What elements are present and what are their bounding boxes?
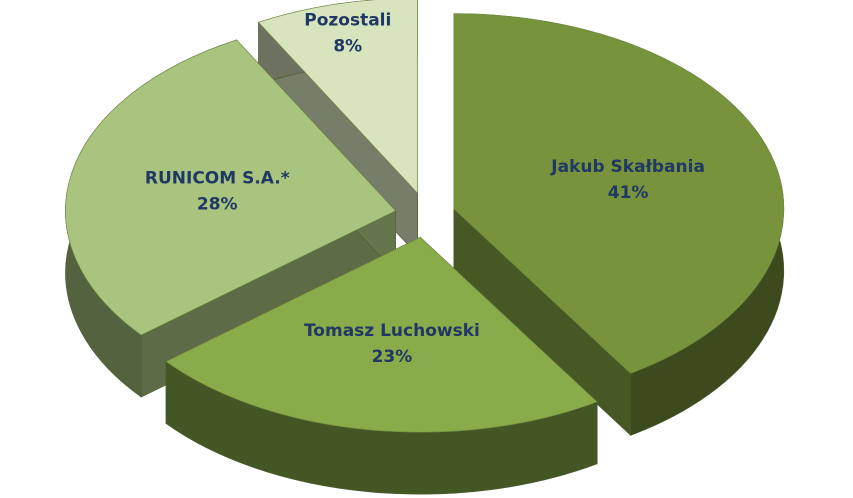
- slice-value: 8%: [333, 37, 362, 57]
- slice-value: 41%: [608, 183, 649, 203]
- slice: Jakub Skałbania 41%: [453, 13, 785, 437]
- slice-top: [453, 13, 785, 374]
- slice: Tomasz Luchowski 23%: [165, 236, 598, 495]
- slice-label: RUNICOM S.A.*: [145, 169, 290, 189]
- slice-label: Jakub Skałbania: [550, 157, 705, 177]
- slice-value: 23%: [372, 347, 413, 367]
- slice-top: [258, 0, 418, 194]
- slice-label: Tomasz Luchowski: [304, 321, 480, 341]
- slice-label: Pozostali: [304, 11, 391, 31]
- slice-top: [165, 236, 598, 433]
- slice-top: [65, 39, 397, 336]
- slice-value: 28%: [197, 195, 238, 215]
